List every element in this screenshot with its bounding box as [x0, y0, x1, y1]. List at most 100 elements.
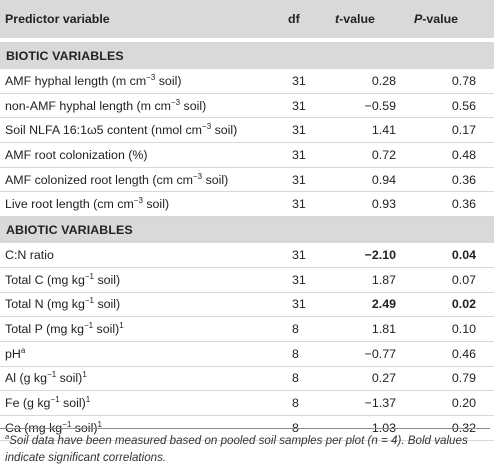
predictor-name: Soil NLFA 16:1ω5 content (nmol cm−3 soil…	[0, 117, 288, 144]
unit-suffix: soil)	[155, 73, 182, 88]
table-row: Total N (mg kg−1 soil) 31 2.49 0.02	[0, 292, 494, 318]
predictor-name-text: non-AMF hyphal length (m cm	[5, 98, 171, 113]
p-value: 0.56	[414, 93, 494, 119]
table-row: AMF hyphal length (m cm−3 soil) 31 0.28 0.7…	[0, 68, 494, 94]
predictor-name-text: Ca (mg kg	[5, 420, 63, 435]
unit-suffix: soil)	[59, 396, 86, 411]
predictor-name: Live root length (cm cm−3 soil)	[0, 191, 288, 218]
predictor-name: pHa	[0, 341, 288, 367]
predictor-name: AMF colonized root length (cm cm−3 soil)	[0, 167, 288, 193]
predictor-name: AMF hyphal length (m cm−3 soil)	[0, 68, 288, 94]
footnote-marker: 1	[82, 370, 87, 380]
predictor-name-text: Total C (mg kg	[5, 272, 85, 287]
t-value: 1.41	[335, 117, 414, 144]
df-value: 31	[288, 242, 335, 268]
df-value: 31	[288, 167, 335, 193]
df-value: 31	[288, 142, 335, 168]
unit-exponent: −3	[193, 171, 203, 181]
t-value: 2.49	[335, 292, 414, 318]
predictor-name-text: AMF hyphal length (m cm	[5, 73, 147, 88]
predictor-name: Al (g kg−1 soil)1	[0, 366, 288, 392]
table-row: Total P (mg kg−1 soil)1 8 1.81 0.10	[0, 316, 494, 342]
table-row: C:N ratio 31 −2.10 0.04	[0, 242, 494, 268]
table-row: Al (g kg−1 soil)1 8 0.27 0.79	[0, 366, 494, 392]
p-value: 0.20	[414, 390, 494, 416]
predictor-name: Total P (mg kg−1 soil)1	[0, 316, 288, 342]
p-value: 0.36	[414, 191, 494, 218]
predictor-name-text: AMF root colonization (%)	[5, 147, 148, 162]
predictor-name-text: Total P (mg kg	[5, 322, 84, 337]
p-value: 0.10	[414, 316, 494, 342]
predictor-name: Total N (mg kg−1 soil)	[0, 292, 288, 318]
header-t-value: t-value	[335, 12, 375, 26]
t-value: −1.37	[335, 390, 414, 416]
header-df: df	[288, 12, 300, 26]
predictor-name-text: AMF colonized root length (cm cm	[5, 172, 193, 187]
footnote-marker: 1	[119, 320, 124, 330]
df-value: 8	[288, 341, 335, 367]
t-value: 0.93	[335, 191, 414, 218]
unit-exponent: −1	[84, 296, 94, 306]
predictor-name-text: Total N (mg kg	[5, 297, 85, 312]
header-p-value: P-value	[414, 12, 459, 26]
predictor-name-text: Al (g kg	[5, 371, 48, 386]
unit-suffix: soil)	[71, 420, 98, 435]
predictor-name-text: Fe (g kg	[5, 396, 51, 411]
t-value: −2.10	[335, 242, 414, 268]
predictor-name-text: pH	[5, 346, 21, 361]
t-value: 0.72	[335, 142, 414, 168]
predictor-name-text: Soil NLFA 16:1ω5 content (nmol cm	[5, 123, 203, 138]
unit-exponent: −3	[146, 72, 156, 82]
df-value: 31	[288, 191, 335, 218]
predictor-name: AMF root colonization (%)	[0, 142, 288, 168]
p-value: 0.79	[414, 366, 494, 392]
t-value: 0.94	[335, 167, 414, 193]
table-row: Live root length (cm cm−3 soil) 31 0.93 0.3…	[0, 191, 494, 218]
df-value: 31	[288, 267, 335, 293]
table-header-row: Predictor variable df t-value P-value	[0, 0, 494, 38]
table-row: pHa 8 −0.77 0.46	[0, 341, 494, 367]
table-row: Total C (mg kg−1 soil) 31 1.87 0.07	[0, 267, 494, 293]
df-value: 8	[288, 366, 335, 392]
unit-exponent: −3	[133, 196, 143, 206]
footnote-line-1: aSoil data have been measured based on p…	[5, 432, 468, 447]
t-value: 1.81	[335, 316, 414, 342]
t-value: −0.59	[335, 93, 414, 119]
table-row: AMF root colonization (%) 31 0.72 0.48	[0, 142, 494, 168]
unit-exponent: −1	[50, 394, 60, 404]
df-value: 31	[288, 93, 335, 119]
p-value: 0.48	[414, 142, 494, 168]
predictor-name-text: C:N ratio	[5, 247, 54, 262]
header-predictor: Predictor variable	[5, 12, 110, 26]
p-value: 0.17	[414, 117, 494, 144]
table-row: non-AMF hyphal length (m cm−3 soil) 31 −0.…	[0, 93, 494, 119]
df-value: 31	[288, 117, 335, 144]
unit-suffix: soil)	[180, 98, 207, 113]
unit-exponent: a	[20, 345, 26, 355]
predictor-name: C:N ratio	[0, 242, 288, 268]
table-row: AMF colonized root length (cm cm−3 soil)…	[0, 167, 494, 193]
p-value: 0.07	[414, 267, 494, 293]
table-row: Soil NLFA 16:1ω5 content (nmol cm−3 soil…	[0, 117, 494, 144]
p-value: 0.04	[414, 242, 494, 268]
footnote-line-2: indicate significant correlations.	[5, 451, 167, 464]
p-value: 0.78	[414, 68, 494, 94]
unit-exponent: −1	[83, 320, 94, 330]
df-value: 8	[288, 390, 335, 416]
predictor-name: non-AMF hyphal length (m cm−3 soil)	[0, 93, 288, 119]
p-value: 0.02	[414, 292, 494, 318]
df-value: 31	[288, 68, 335, 94]
unit-exponent: −3	[170, 97, 181, 107]
predictor-name: Fe (g kg−1 soil)1	[0, 390, 288, 416]
unit-suffix: soil)	[211, 123, 238, 138]
p-value: 0.36	[414, 167, 494, 193]
predictor-name-text: Live root length (cm cm	[5, 197, 134, 212]
unit-suffix: soil)	[202, 172, 229, 187]
unit-suffix: soil)	[94, 272, 121, 287]
unit-suffix: soil)	[94, 297, 121, 312]
unit-suffix: soil)	[56, 371, 83, 386]
unit-suffix: soil)	[93, 322, 120, 337]
predictor-name: Total C (mg kg−1 soil)	[0, 267, 288, 293]
df-value: 8	[288, 316, 335, 342]
